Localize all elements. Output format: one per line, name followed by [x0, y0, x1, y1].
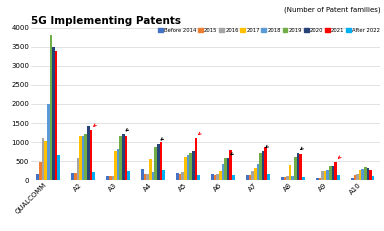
Bar	[127, 171, 130, 180]
Bar	[146, 174, 149, 180]
Bar	[372, 176, 374, 180]
Bar	[297, 153, 300, 180]
Bar	[265, 147, 267, 180]
Bar	[125, 136, 127, 180]
Bar	[82, 136, 84, 180]
Bar	[249, 175, 251, 180]
Bar	[219, 171, 222, 180]
Bar	[117, 149, 119, 180]
Bar	[189, 154, 192, 180]
Bar	[192, 151, 195, 180]
Bar	[41, 138, 44, 180]
Bar	[71, 173, 74, 180]
Bar	[359, 170, 361, 180]
Bar	[286, 176, 289, 180]
Legend: Before 2014, 2015, 2016, 2017, 2018, 2019, 2020, 2021, After 2022: Before 2014, 2015, 2016, 2017, 2018, 201…	[158, 28, 380, 33]
Bar	[144, 174, 146, 180]
Bar	[84, 134, 87, 180]
Bar	[227, 158, 230, 180]
Bar	[337, 175, 339, 180]
Bar	[152, 172, 154, 180]
Bar	[187, 155, 189, 180]
Bar	[356, 174, 359, 180]
Bar	[157, 144, 160, 180]
Bar	[176, 173, 179, 180]
Bar	[197, 175, 200, 180]
Bar	[369, 170, 372, 180]
Bar	[119, 136, 122, 180]
Bar	[284, 177, 286, 180]
Bar	[211, 174, 214, 180]
Bar	[114, 151, 117, 180]
Bar	[162, 170, 165, 180]
Bar	[184, 157, 187, 180]
Text: (Number of Patent families): (Number of Patent families)	[283, 7, 380, 13]
Bar	[109, 176, 111, 180]
Bar	[52, 47, 55, 180]
Bar	[36, 174, 39, 180]
Bar	[334, 162, 337, 180]
Bar	[262, 151, 265, 180]
Bar	[44, 141, 47, 180]
Bar	[316, 178, 319, 180]
Bar	[351, 177, 354, 180]
Bar	[332, 166, 334, 180]
Bar	[106, 176, 109, 180]
Bar	[294, 157, 297, 180]
Bar	[154, 147, 157, 180]
Bar	[47, 104, 50, 180]
Bar	[257, 164, 259, 180]
Bar	[267, 174, 270, 180]
Bar	[291, 176, 294, 180]
Bar	[222, 164, 224, 180]
Bar	[90, 130, 92, 180]
Bar	[246, 175, 249, 180]
Bar	[354, 175, 356, 180]
Bar	[321, 171, 324, 180]
Bar	[179, 174, 181, 180]
Bar	[302, 177, 305, 180]
Bar	[216, 174, 219, 180]
Bar	[195, 138, 197, 180]
Bar	[214, 175, 216, 180]
Bar	[50, 35, 52, 180]
Bar	[281, 177, 284, 180]
Bar	[74, 173, 76, 180]
Bar	[361, 169, 364, 180]
Bar	[289, 165, 291, 180]
Bar	[367, 168, 369, 180]
Bar	[79, 136, 82, 180]
Bar	[181, 172, 184, 180]
Bar	[122, 134, 125, 180]
Bar	[149, 159, 152, 180]
Bar	[39, 162, 41, 180]
Bar	[87, 126, 90, 180]
Bar	[300, 154, 302, 180]
Bar	[57, 155, 60, 180]
Bar	[319, 178, 321, 180]
Bar	[160, 142, 162, 180]
Bar	[254, 168, 257, 180]
Bar	[259, 154, 262, 180]
Bar	[230, 150, 232, 180]
Bar	[329, 166, 332, 180]
Bar	[224, 158, 227, 180]
Bar	[251, 171, 254, 180]
Bar	[92, 172, 95, 180]
Text: 5G Implementing Patents: 5G Implementing Patents	[31, 15, 181, 26]
Bar	[324, 171, 326, 180]
Bar	[111, 176, 114, 180]
Bar	[76, 158, 79, 180]
Bar	[326, 170, 329, 180]
Bar	[141, 169, 144, 180]
Bar	[55, 51, 57, 180]
Bar	[232, 175, 235, 180]
Bar	[364, 167, 367, 180]
